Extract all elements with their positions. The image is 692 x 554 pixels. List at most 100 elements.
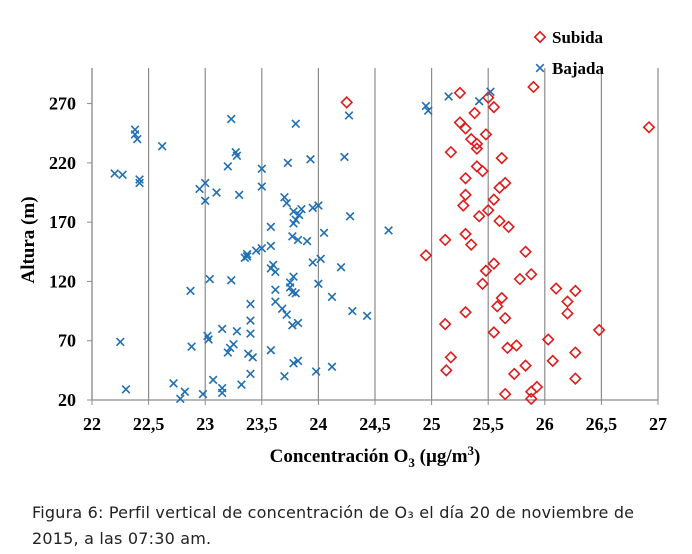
x-tick-label: 22,5 xyxy=(133,414,165,434)
point-bajada xyxy=(289,218,298,228)
x-tick-label: 24 xyxy=(309,414,327,434)
point-bajada xyxy=(287,320,297,330)
point-subida xyxy=(487,100,501,114)
y-tick-label: 170 xyxy=(49,212,76,232)
point-bajada xyxy=(474,96,484,106)
point-bajada xyxy=(257,164,267,174)
point-bajada xyxy=(169,379,178,388)
x-axis-label: Concentración O3 (µg/m3) xyxy=(270,443,481,470)
point-bajada xyxy=(336,262,346,272)
point-bajada xyxy=(223,348,233,357)
point-subida xyxy=(592,323,606,337)
point-subida xyxy=(495,291,509,305)
figure-label: Figura 6 xyxy=(32,503,99,522)
point-subida xyxy=(459,188,472,202)
x-tick-label: 22 xyxy=(83,414,101,434)
y-tick-label: 20 xyxy=(58,390,76,410)
point-subida xyxy=(530,380,544,394)
legend-label-subida: Subida xyxy=(552,28,604,47)
point-subida xyxy=(479,128,493,141)
point-bajada xyxy=(327,362,337,372)
point-subida xyxy=(340,96,354,109)
x-tick-label: 26 xyxy=(536,414,554,434)
point-bajada xyxy=(271,285,280,295)
point-bajada xyxy=(195,184,204,194)
point-bajada xyxy=(246,316,255,325)
point-subida xyxy=(456,199,470,212)
point-bajada xyxy=(271,267,280,277)
point-subida xyxy=(502,220,515,234)
y-axis-ticks: 20 70 120 170 220 270 xyxy=(49,94,92,410)
point-bajada xyxy=(316,254,326,264)
point-bajada xyxy=(217,388,227,398)
point-bajada xyxy=(362,311,372,321)
point-bajada xyxy=(287,232,297,241)
point-bajada xyxy=(271,297,280,306)
point-bajada xyxy=(130,130,140,139)
point-bajada xyxy=(248,352,258,362)
point-bajada xyxy=(319,228,329,238)
point-bajada xyxy=(204,335,213,344)
point-bajada xyxy=(234,190,244,200)
point-subida xyxy=(487,326,501,339)
point-bajada xyxy=(232,326,242,336)
point-subida xyxy=(527,80,540,94)
point-subida xyxy=(642,120,656,134)
point-bajada xyxy=(283,158,293,168)
y-tick-label: 120 xyxy=(49,271,76,291)
point-subida xyxy=(513,272,527,286)
point-bajada xyxy=(246,369,255,379)
y-tick-label: 220 xyxy=(49,153,76,173)
point-bajada xyxy=(282,198,292,208)
point-bajada xyxy=(293,235,303,245)
point-bajada xyxy=(246,329,255,338)
x-axis-ticks: 22 22,5 23 23,5 24 24,5 25 25,5 26 26,5 27 xyxy=(83,400,667,434)
point-subida xyxy=(510,339,523,352)
point-bajada xyxy=(308,203,318,213)
series-bajada xyxy=(110,87,495,404)
point-bajada xyxy=(289,207,298,216)
point-subida xyxy=(444,350,458,364)
point-bajada xyxy=(232,151,242,161)
point-bajada xyxy=(208,375,218,385)
legend-label-bajada: Bajada xyxy=(552,59,604,78)
point-subida xyxy=(493,214,506,228)
point-subida xyxy=(479,264,493,278)
point-bajada xyxy=(223,162,233,171)
point-bajada xyxy=(293,318,303,328)
point-subida xyxy=(468,106,481,120)
point-bajada xyxy=(257,182,267,191)
figure-caption: Figura 6: Perfil vertical de concentraci… xyxy=(32,500,672,552)
point-subida xyxy=(507,367,521,381)
point-subida xyxy=(541,333,555,346)
point-bajada xyxy=(289,358,298,368)
point-bajada xyxy=(198,389,208,399)
series-subida xyxy=(340,80,656,406)
x-tick-label: 25,5 xyxy=(472,414,504,434)
point-subida xyxy=(493,181,506,195)
point-bajada xyxy=(121,384,131,394)
point-bajada xyxy=(311,367,321,376)
point-subida xyxy=(439,364,453,377)
point-bajada xyxy=(226,275,236,285)
point-subida xyxy=(470,142,484,155)
x-tick-label: 26,5 xyxy=(586,414,618,434)
point-subida xyxy=(490,299,504,313)
point-bajada xyxy=(110,169,120,178)
point-bajada xyxy=(423,106,433,116)
point-subida xyxy=(438,317,452,331)
point-bajada xyxy=(293,356,303,366)
point-bajada xyxy=(175,394,185,404)
point-subida xyxy=(453,116,467,129)
point-subida xyxy=(524,392,538,406)
point-bajada xyxy=(327,292,337,302)
point-subida xyxy=(569,346,582,359)
point-subida xyxy=(481,91,495,104)
point-subida xyxy=(487,257,501,270)
point-bajada xyxy=(421,101,431,111)
y-axis-label: Altura (m) xyxy=(18,196,39,283)
point-bajada xyxy=(118,170,127,180)
point-bajada xyxy=(225,343,235,353)
point-bajada xyxy=(212,188,221,197)
point-subida xyxy=(438,233,452,247)
